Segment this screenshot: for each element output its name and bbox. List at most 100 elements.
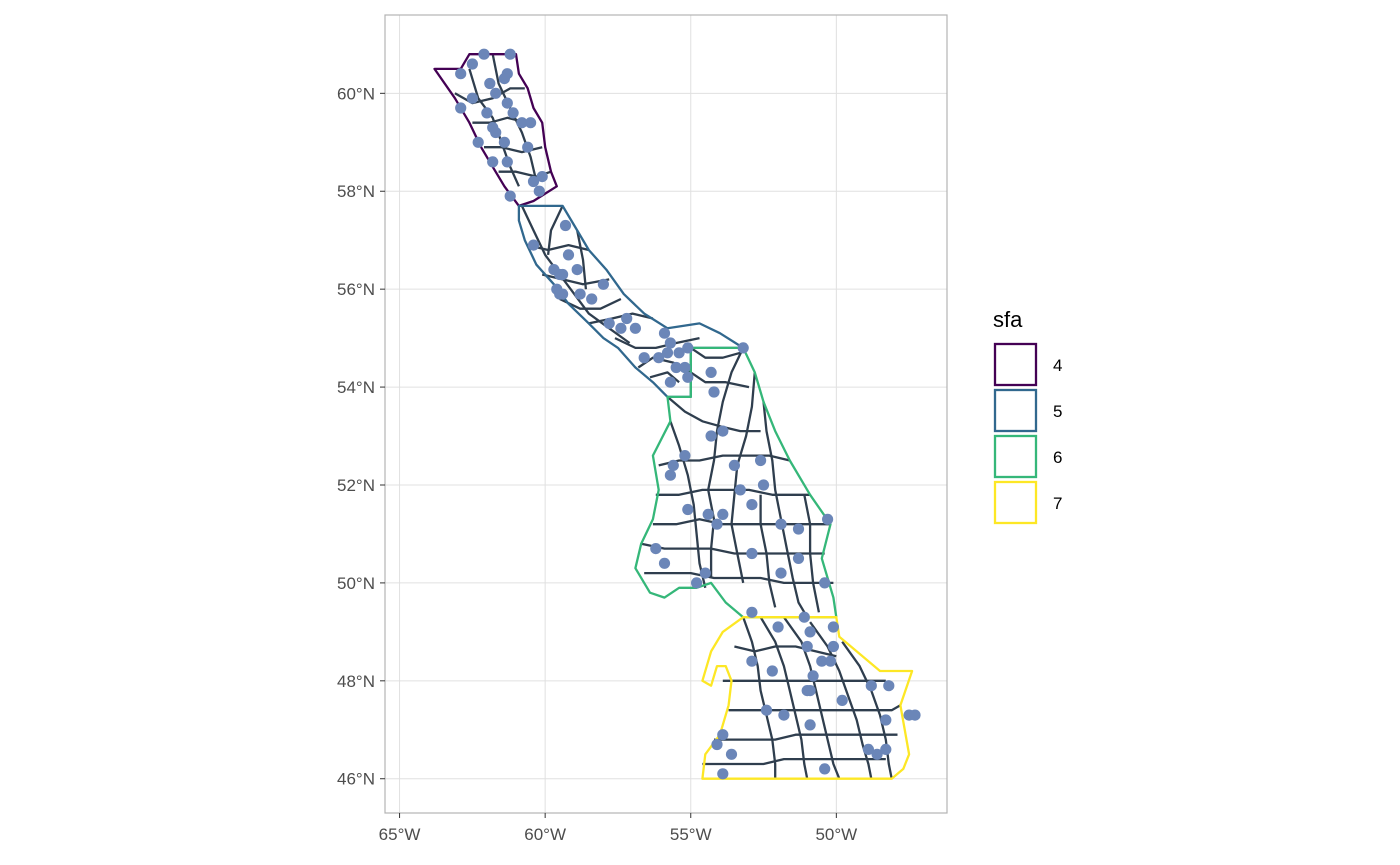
y-tick-label: 56°N xyxy=(337,280,375,299)
axes: 65°W 60°W 55°W 50°W 46°N 48°N 50°N 52°N 54°N 56°N… xyxy=(337,84,857,844)
sample-point xyxy=(822,513,834,525)
sample-point xyxy=(490,126,502,139)
y-tick-label: 54°N xyxy=(337,378,375,397)
sample-point xyxy=(679,450,691,462)
panel-border xyxy=(384,14,948,814)
cell-edge xyxy=(707,347,745,578)
y-tick-label: 48°N xyxy=(337,672,375,691)
legend-key-sfa-4 xyxy=(993,342,1038,387)
sample-point xyxy=(682,503,694,516)
grid xyxy=(385,15,947,813)
sample-point xyxy=(766,665,778,677)
cell-edge xyxy=(690,371,750,389)
cell-edge xyxy=(655,488,811,496)
cell-edge xyxy=(742,616,777,779)
cell-edge xyxy=(734,645,837,658)
sample-point xyxy=(562,249,575,261)
sample-point xyxy=(667,459,679,471)
sample-point xyxy=(827,640,840,653)
sample-point xyxy=(574,288,586,300)
sample-point xyxy=(525,117,537,129)
x-tick-label: 60°W xyxy=(524,825,566,844)
sample-point xyxy=(615,322,627,334)
sample-point xyxy=(498,73,510,85)
sample-point xyxy=(757,479,770,491)
sample-point xyxy=(804,626,816,638)
sample-point xyxy=(501,97,513,109)
sample-point xyxy=(484,77,496,90)
sample-point xyxy=(737,342,749,354)
sample-point xyxy=(871,748,883,760)
sample-point xyxy=(725,748,738,760)
sample-point xyxy=(504,48,516,60)
sample-point xyxy=(865,680,877,692)
sample-point xyxy=(621,312,633,325)
sample-point xyxy=(711,518,723,530)
legend-label: 5 xyxy=(1053,402,1062,421)
map-panel: 65°W 60°W 55°W 50°W 46°N 48°N 50°N 52°N 54°N 56°N… xyxy=(337,14,948,844)
sample-point xyxy=(658,557,671,569)
sample-point xyxy=(702,508,714,520)
x-tick-label: 65°W xyxy=(379,825,421,844)
sample-point xyxy=(670,361,682,374)
sample-points xyxy=(455,48,921,780)
sample-point xyxy=(629,322,642,334)
sample-point xyxy=(909,709,921,721)
legend-label: 6 xyxy=(1053,448,1062,467)
sample-point xyxy=(880,743,892,756)
sample-point xyxy=(586,293,598,305)
sample-point xyxy=(824,655,837,667)
sample-point xyxy=(746,547,758,560)
sample-point xyxy=(778,709,790,721)
sample-point xyxy=(481,107,493,119)
sample-point xyxy=(775,518,787,530)
sample-point xyxy=(466,92,478,104)
legend-key-sfa-5 xyxy=(993,388,1038,433)
sample-point xyxy=(880,714,892,726)
cell-edge xyxy=(644,571,834,585)
cell-edge xyxy=(541,273,610,286)
sample-point xyxy=(664,337,677,349)
sample-point xyxy=(760,704,773,716)
sfa-region-6-boundary xyxy=(634,346,838,619)
y-tick-label: 58°N xyxy=(337,182,375,201)
sample-point xyxy=(755,454,767,467)
sample-point xyxy=(792,523,805,535)
cell-edge xyxy=(546,205,564,256)
sample-point xyxy=(728,459,741,471)
sample-point xyxy=(533,185,545,197)
sample-point xyxy=(682,342,694,354)
sample-point xyxy=(819,763,831,775)
sample-point xyxy=(717,425,729,437)
sample-point xyxy=(638,352,650,364)
sample-point xyxy=(536,171,548,183)
sample-point xyxy=(717,768,729,780)
sample-point xyxy=(705,430,717,442)
sample-point xyxy=(804,719,816,731)
legend: sfa 4 5 6 7 xyxy=(993,307,1062,525)
sample-point xyxy=(603,317,615,329)
cell-edge xyxy=(666,396,761,433)
sample-point xyxy=(472,136,484,148)
sample-point xyxy=(507,107,519,119)
cell-edge xyxy=(640,542,825,555)
sample-point xyxy=(746,499,758,511)
legend-title: sfa xyxy=(993,307,1023,332)
sample-point xyxy=(807,670,819,682)
sample-point xyxy=(557,268,569,281)
sample-point xyxy=(571,264,583,276)
sample-point xyxy=(708,386,720,398)
cell-edge xyxy=(728,704,901,712)
sample-point xyxy=(664,376,677,388)
sample-point xyxy=(498,136,510,148)
sample-point xyxy=(734,484,746,496)
sample-point xyxy=(746,655,758,667)
legend-label: 4 xyxy=(1053,356,1062,375)
sample-point xyxy=(717,729,729,741)
sample-point xyxy=(661,347,674,359)
sample-point xyxy=(679,361,691,374)
y-tick-label: 50°N xyxy=(337,574,375,593)
sample-point xyxy=(527,175,540,188)
sample-point xyxy=(705,366,717,378)
sample-point xyxy=(827,621,840,633)
